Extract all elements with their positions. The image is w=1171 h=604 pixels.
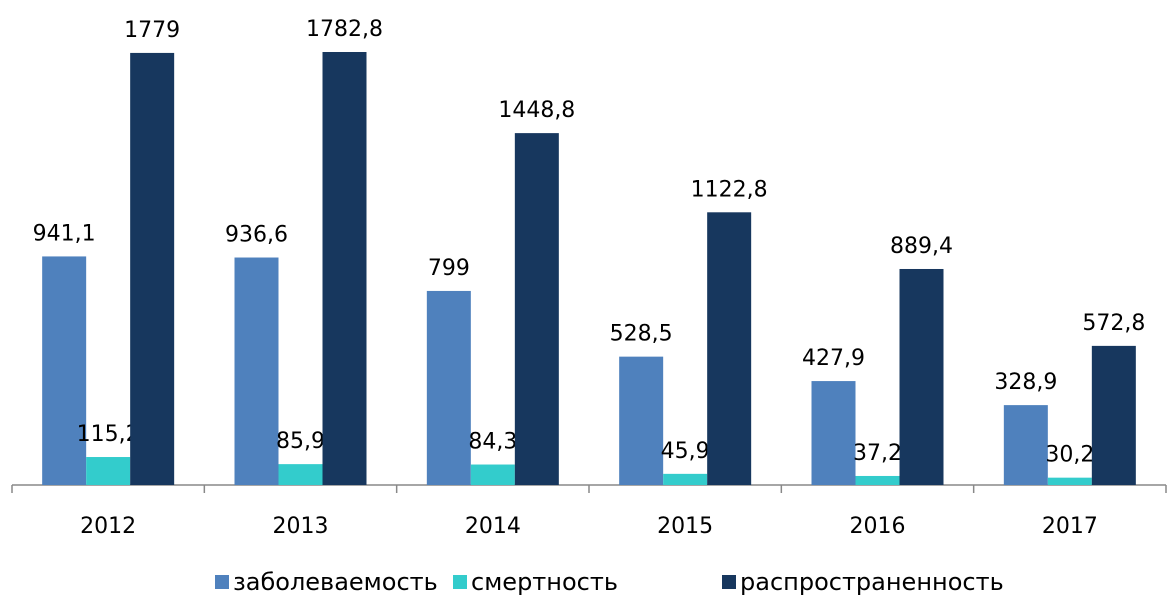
bar xyxy=(234,257,279,485)
x-tick-label: 2013 xyxy=(273,514,329,539)
data-label: 85,9 xyxy=(276,429,325,454)
legend-label: смертность xyxy=(471,568,618,596)
bar xyxy=(663,473,708,485)
legend-swatch xyxy=(722,575,736,589)
legend-label: заболеваемость xyxy=(233,568,438,596)
data-label: 572,8 xyxy=(1082,311,1145,336)
x-tick-label: 2014 xyxy=(465,514,521,539)
data-label: 1782,8 xyxy=(306,17,383,42)
bar xyxy=(811,381,856,485)
bar xyxy=(855,475,900,485)
bar xyxy=(322,52,367,485)
legend-label: распространенность xyxy=(740,568,1004,596)
bar xyxy=(619,356,664,485)
bar xyxy=(130,52,175,485)
bar xyxy=(278,464,323,485)
x-tick-label: 2012 xyxy=(80,514,136,539)
legend-swatch xyxy=(453,575,467,589)
bar xyxy=(1091,345,1136,485)
bar xyxy=(514,133,559,485)
bar xyxy=(899,268,944,485)
x-tick-label: 2015 xyxy=(657,514,713,539)
data-label: 936,6 xyxy=(225,223,288,248)
bar xyxy=(426,290,471,485)
data-label: 1779 xyxy=(124,18,180,43)
data-label: 328,9 xyxy=(994,370,1057,395)
data-label: 84,3 xyxy=(468,430,517,455)
bar xyxy=(707,212,752,485)
data-label: 30,2 xyxy=(1045,443,1094,468)
data-label: 1448,8 xyxy=(498,98,575,123)
data-label: 427,9 xyxy=(802,346,865,371)
bar xyxy=(1003,405,1048,485)
legend-swatch xyxy=(215,575,229,589)
data-label: 115,2 xyxy=(77,422,140,447)
x-tick-label: 2016 xyxy=(850,514,906,539)
data-label: 1122,8 xyxy=(691,177,768,202)
data-label: 799 xyxy=(428,256,470,281)
bar xyxy=(470,464,515,485)
x-tick-label: 2017 xyxy=(1042,514,1098,539)
bar xyxy=(42,256,87,485)
data-label: 528,5 xyxy=(610,322,673,347)
bar xyxy=(86,457,131,485)
data-label: 941,1 xyxy=(33,221,96,246)
data-label: 45,9 xyxy=(661,439,710,464)
data-label: 889,4 xyxy=(890,234,953,259)
data-label: 37,2 xyxy=(853,441,902,466)
bar xyxy=(1047,477,1092,485)
